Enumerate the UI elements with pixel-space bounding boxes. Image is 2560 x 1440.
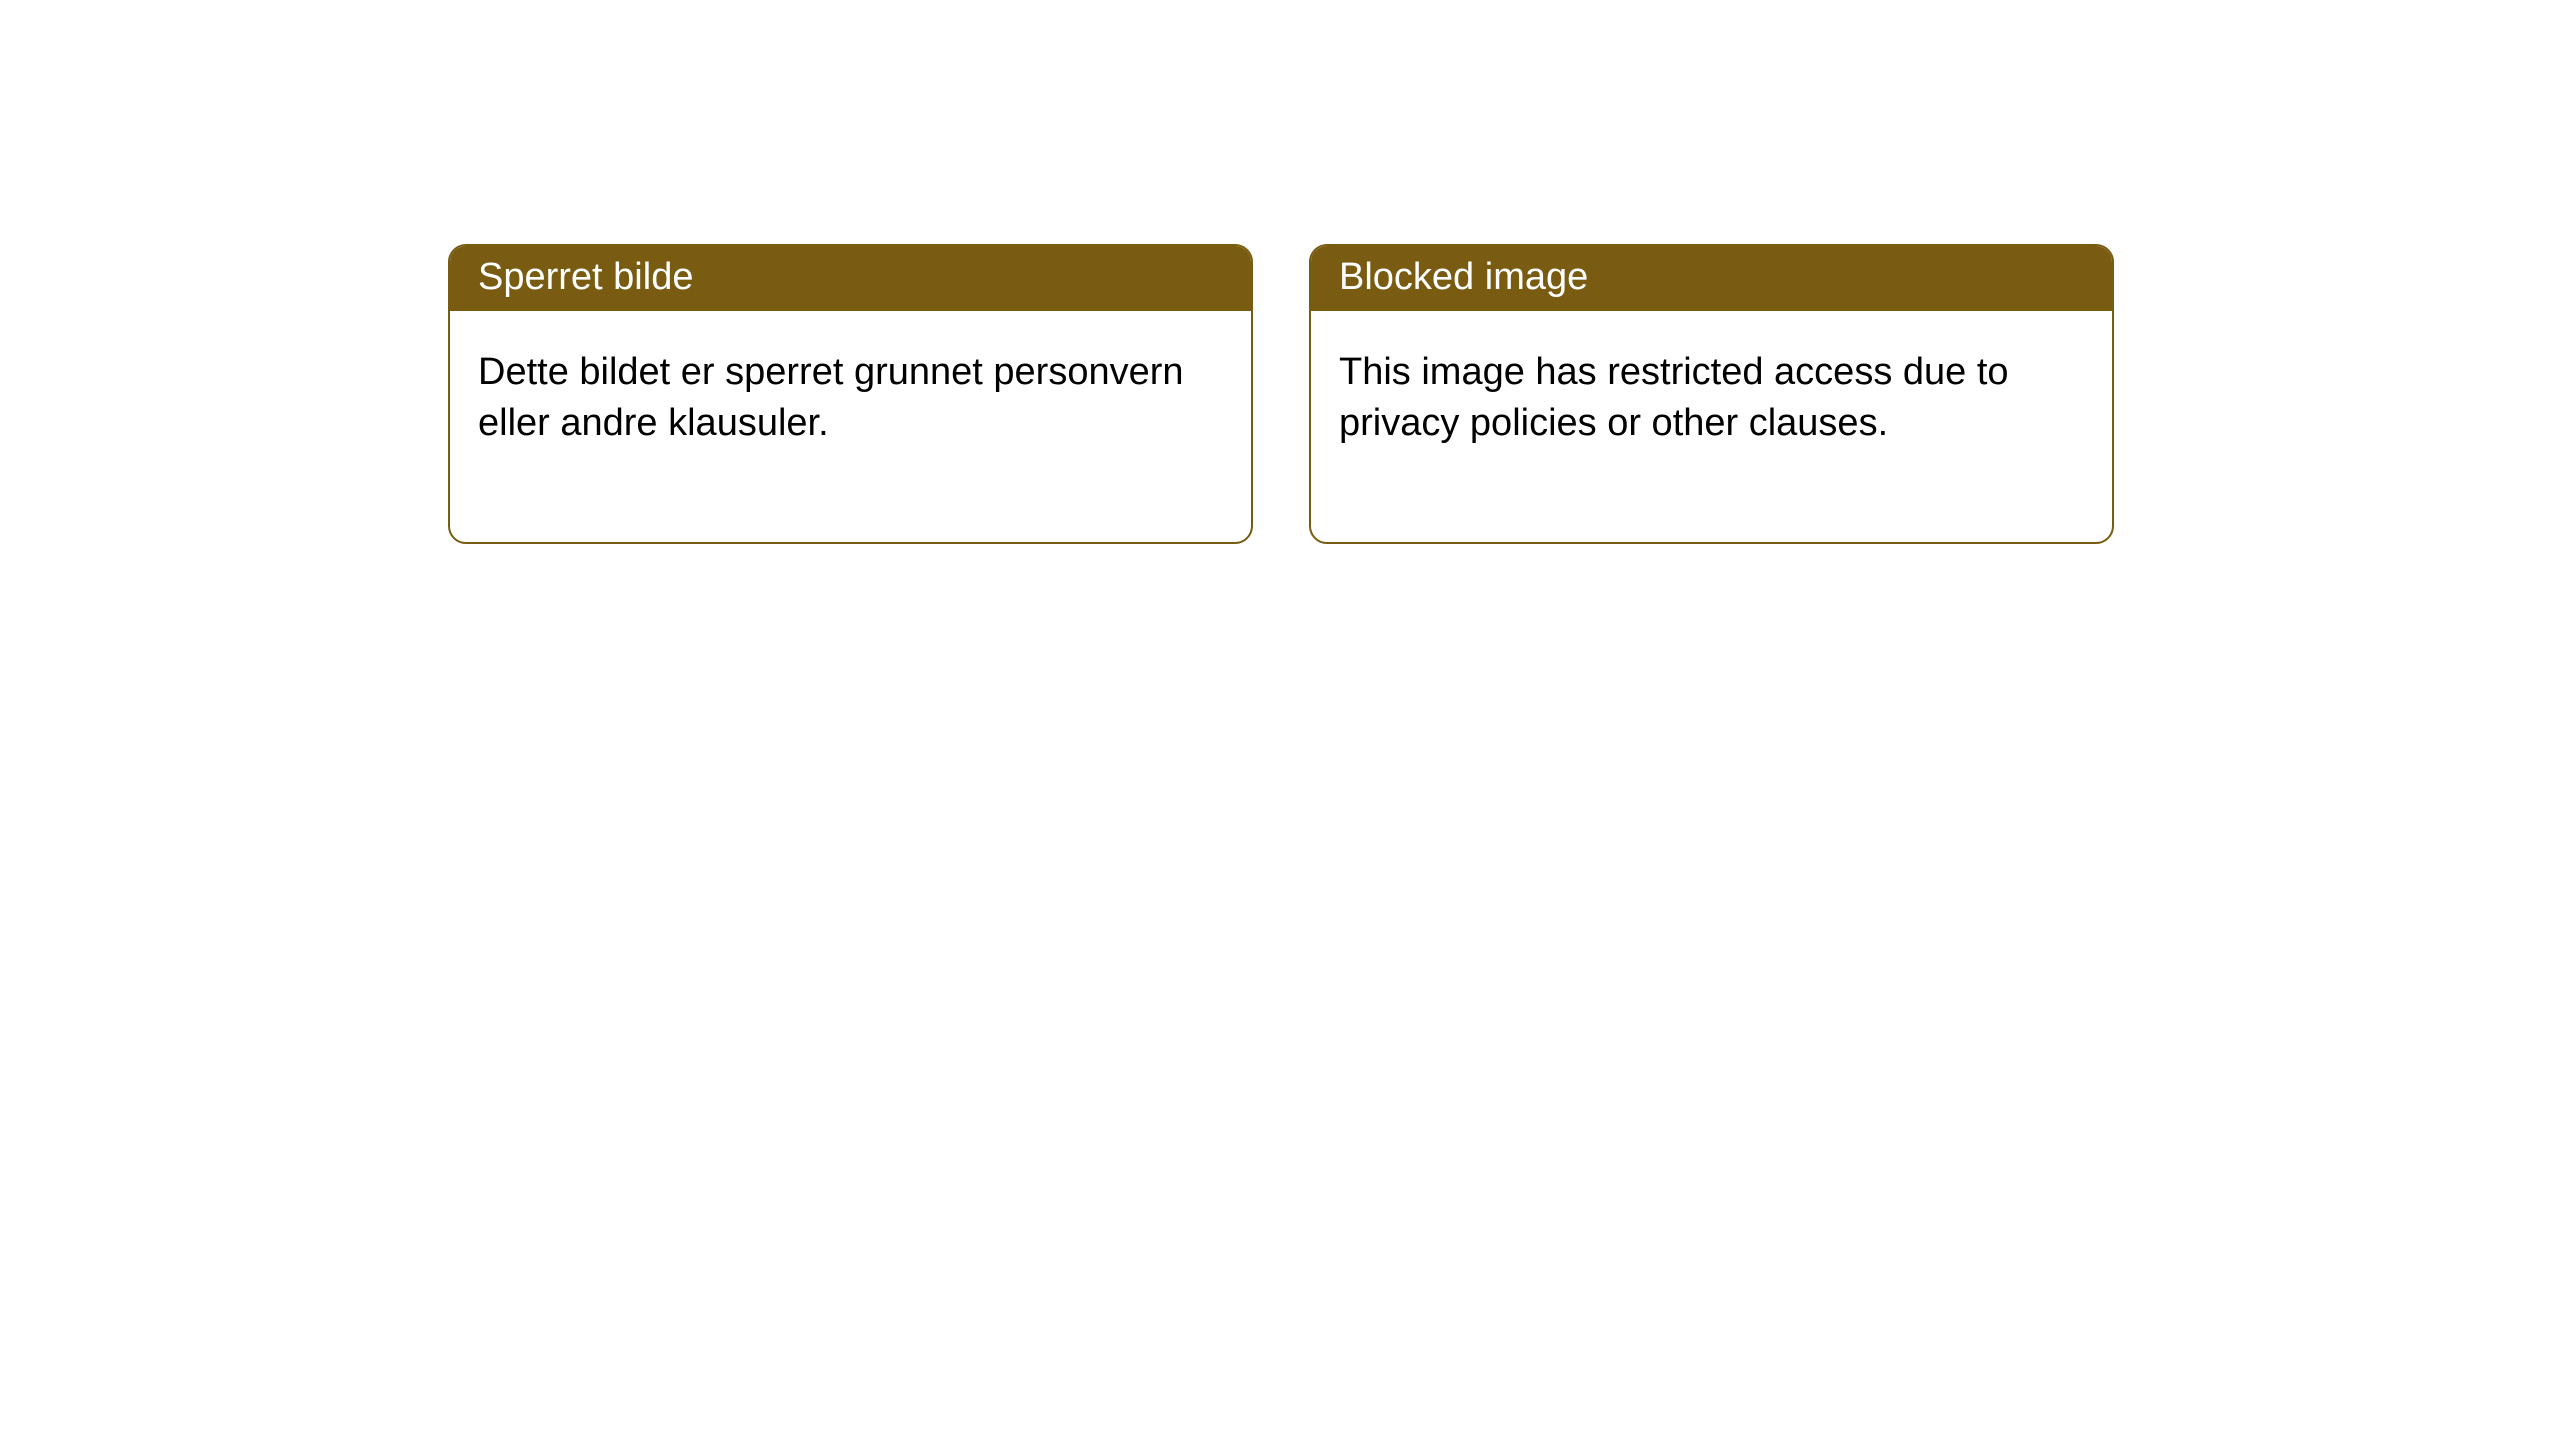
notice-card-english: Blocked image This image has restricted … — [1309, 244, 2114, 544]
notice-title: Blocked image — [1311, 246, 2112, 311]
notice-title: Sperret bilde — [450, 246, 1251, 311]
notice-body: Dette bildet er sperret grunnet personve… — [450, 311, 1251, 542]
notice-card-norwegian: Sperret bilde Dette bildet er sperret gr… — [448, 244, 1253, 544]
notice-body: This image has restricted access due to … — [1311, 311, 2112, 542]
notice-container: Sperret bilde Dette bildet er sperret gr… — [0, 0, 2560, 544]
